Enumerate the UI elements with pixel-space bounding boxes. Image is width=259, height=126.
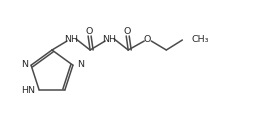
- Text: O: O: [124, 26, 131, 36]
- Text: CH₃: CH₃: [191, 35, 209, 43]
- Text: O: O: [143, 35, 151, 43]
- Text: N: N: [77, 60, 84, 69]
- Text: NH: NH: [102, 35, 116, 43]
- Text: O: O: [85, 26, 93, 36]
- Text: N: N: [21, 60, 28, 69]
- Text: HN: HN: [21, 86, 35, 95]
- Text: NH: NH: [64, 35, 78, 43]
